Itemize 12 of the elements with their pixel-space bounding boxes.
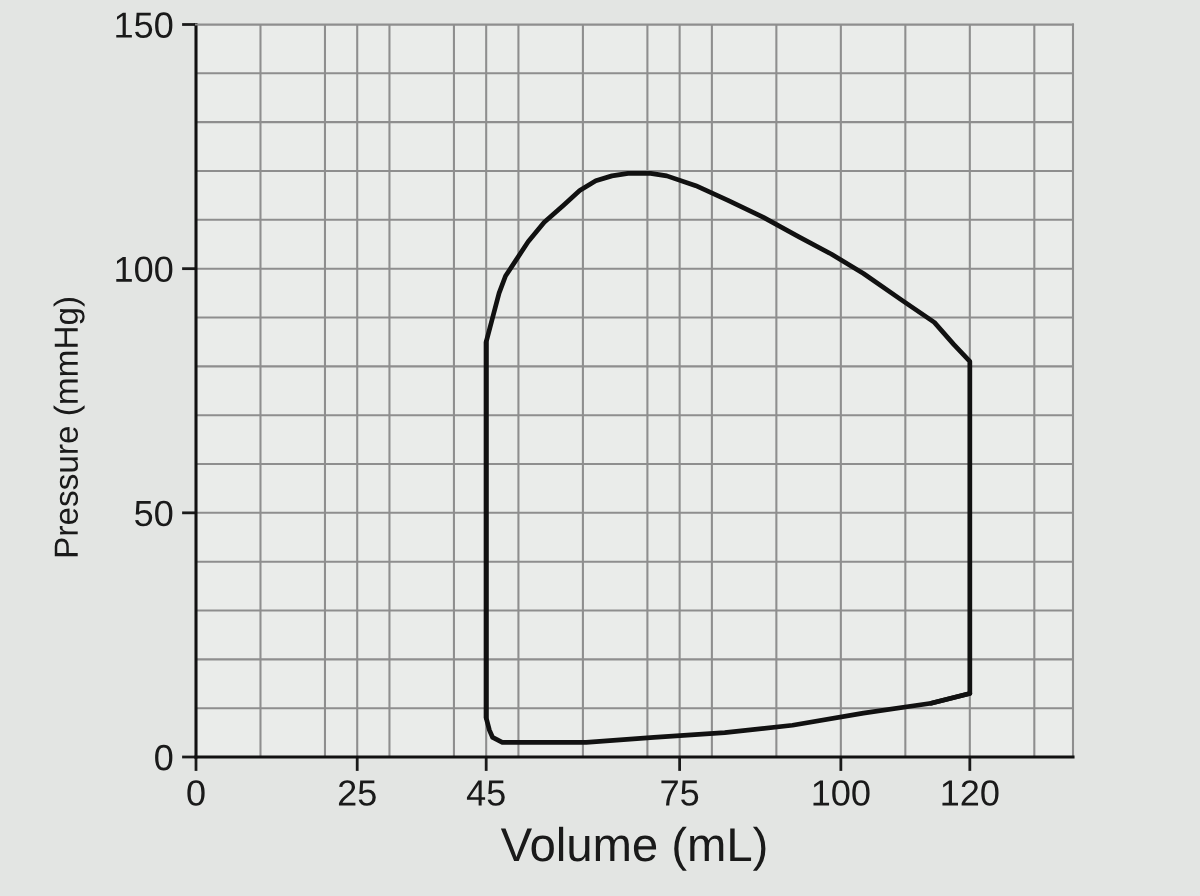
x-tick-label: 45	[466, 780, 505, 806]
x-axis-title: Volume (mL)	[500, 826, 766, 871]
x-tick-label: 75	[661, 780, 699, 806]
x-tick-label: 120	[942, 780, 999, 806]
y-axis-title: Pressure (mmHg)	[53, 297, 85, 557]
x-tick-label: 100	[813, 780, 870, 806]
y-tick-label: 50	[135, 500, 173, 527]
x-tick-label: 25	[338, 780, 376, 806]
y-tick-label: 150	[116, 12, 173, 38]
y-tick-label: 100	[116, 256, 173, 283]
x-tick-label: 0	[187, 780, 205, 806]
y-tick-label: 0	[155, 744, 173, 771]
